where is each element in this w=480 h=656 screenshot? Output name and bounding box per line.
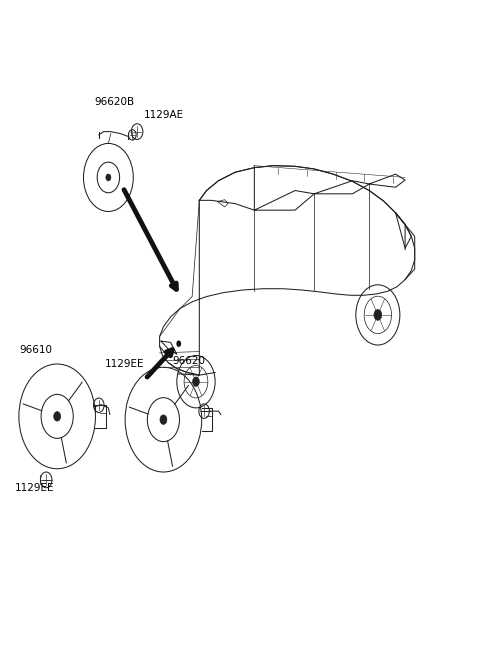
Circle shape [176,340,181,347]
Text: 1129EE: 1129EE [105,359,144,369]
Text: 96610: 96610 [19,346,52,356]
Circle shape [106,174,111,181]
Circle shape [54,412,60,421]
Circle shape [192,377,199,386]
Circle shape [374,310,382,320]
Text: 1129AE: 1129AE [144,110,183,120]
Text: 96620B: 96620B [94,96,134,107]
Text: 96620: 96620 [172,356,205,366]
Circle shape [160,415,167,424]
Text: 1129EE: 1129EE [15,483,55,493]
